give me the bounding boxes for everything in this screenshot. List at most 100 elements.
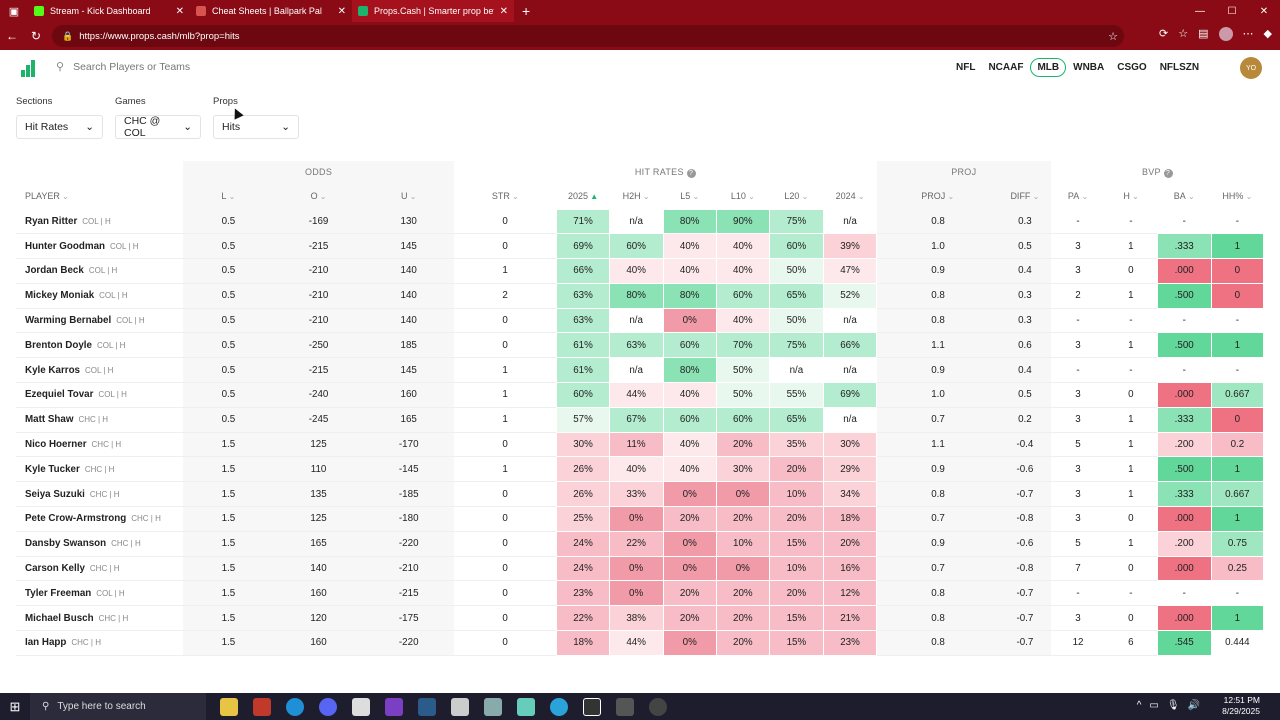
close-tab-icon[interactable]: ✕	[175, 5, 184, 17]
table-row[interactable]: Tyler Freeman COL | H 1.5 160 -215 0 23% 0% 20% 2…	[16, 580, 1265, 607]
sections-select[interactable]: Hit Rates ⌄	[16, 115, 103, 139]
column-header[interactable]: H ⌄	[1105, 183, 1157, 209]
extensions-icon[interactable]: ⟳	[1159, 28, 1169, 40]
info-icon[interactable]: ?	[1163, 168, 1173, 178]
player-name[interactable]: Seiya Suzuki	[25, 488, 85, 500]
player-name[interactable]: Mickey Moniak	[25, 290, 95, 302]
player-cell[interactable]: Kyle Tucker CHC | H	[16, 457, 183, 482]
profile-avatar[interactable]	[1218, 27, 1233, 41]
column-header[interactable]: PLAYER ⌄	[16, 183, 183, 209]
collections-icon[interactable]: ▤	[1198, 28, 1209, 40]
copilot-icon[interactable]: ◆	[1263, 28, 1272, 40]
browser-icon[interactable]	[550, 697, 568, 716]
player-name[interactable]: Matt Shaw	[25, 414, 74, 426]
player-name[interactable]: Hunter Goodman	[25, 240, 106, 252]
volume-icon[interactable]: 🔊	[1187, 700, 1200, 711]
league-tab-ncaaf[interactable]: NCAAF	[988, 62, 1024, 73]
table-row[interactable]: Ryan Ritter COL | H 0.5 -169 130 0 71% n/a 80% 90…	[16, 208, 1265, 235]
column-header[interactable]: L20 ⌄	[769, 183, 823, 209]
column-header[interactable]: L10 ⌄	[716, 183, 769, 209]
table-row[interactable]: Jordan Beck COL | H 0.5 -210 140 1 66% 40% 40% 40…	[16, 258, 1265, 284]
player-cell[interactable]: Jordan Beck COL | H	[16, 259, 183, 284]
browser-tab[interactable]: Props.Cash | Smarter prop bets. M ✕	[352, 0, 514, 22]
window-menu-icon[interactable]: ▣	[8, 5, 20, 18]
widgets-icon[interactable]	[220, 697, 238, 716]
player-cell[interactable]: Dansby Swanson CHC | H	[16, 531, 183, 556]
video-app-icon[interactable]	[385, 697, 403, 716]
taskbar-clock[interactable]: 12:51 PM 8/29/2025	[1222, 695, 1260, 717]
close-window-icon[interactable]: ✕	[1259, 5, 1269, 17]
league-tab-nfl[interactable]: NFL	[956, 62, 976, 73]
column-header[interactable]: BA ⌄	[1157, 183, 1211, 209]
table-row[interactable]: Warming Bernabel COL | H 0.5 -210 140 0 63% n/a…	[16, 307, 1265, 334]
table-row[interactable]: Mickey Moniak COL | H 0.5 -210 140 2 63% 80% 80%…	[16, 282, 1265, 309]
column-header[interactable]: 2025 ▲	[557, 183, 609, 209]
column-header[interactable]: STR ⌄	[454, 183, 557, 209]
table-row[interactable]: Dansby Swanson CHC | H 1.5 165 -220 0 24% 22% 0%…	[16, 530, 1265, 557]
player-name[interactable]: Ryan Ritter	[25, 215, 78, 227]
more-menu-icon[interactable]: ⋯	[1242, 28, 1254, 40]
table-row[interactable]: Seiya Suzuki CHC | H 1.5 135 -185 0 26% 33% 0% 0%…	[16, 481, 1265, 508]
player-cell[interactable]: Michael Busch CHC | H	[16, 606, 183, 631]
new-tab-button[interactable]: +	[522, 3, 531, 19]
close-tab-icon[interactable]: ✕	[499, 5, 508, 17]
player-name[interactable]: Brenton Doyle	[25, 339, 92, 351]
network-icon[interactable]: ▭	[1149, 700, 1159, 711]
file-icon[interactable]	[352, 697, 370, 716]
player-cell[interactable]: Seiya Suzuki CHC | H	[16, 482, 183, 507]
favorite-star-icon[interactable]: ☆	[1108, 30, 1118, 43]
player-cell[interactable]: Carson Kelly CHC | H	[16, 556, 183, 581]
column-header[interactable]: U ⌄	[363, 183, 454, 209]
column-header[interactable]: 2024 ⌄	[823, 183, 876, 209]
refresh-icon[interactable]: ↻	[30, 29, 42, 43]
table-row[interactable]: Brenton Doyle COL | H 0.5 -250 185 0 61% 63% 60%…	[16, 332, 1265, 359]
folder-icon[interactable]	[616, 697, 634, 716]
taskbar-search-input[interactable]: Type here to search	[57, 701, 146, 712]
props-select[interactable]: Hits ⌄	[213, 115, 299, 139]
column-header[interactable]: PROJ ⌄	[876, 183, 999, 209]
player-cell[interactable]: Tyler Freeman COL | H	[16, 581, 183, 606]
player-cell[interactable]: Ian Happ CHC | H	[16, 631, 183, 656]
player-cell[interactable]: Ryan Ritter COL | H	[16, 209, 183, 234]
player-name[interactable]: Ian Happ	[25, 637, 67, 649]
steam-icon[interactable]	[418, 697, 436, 716]
table-row[interactable]: Carson Kelly CHC | H 1.5 140 -210 0 24% 0% 0% 0% 1…	[16, 555, 1265, 582]
league-tab-wnba[interactable]: WNBA	[1073, 62, 1105, 73]
player-name[interactable]: Nico Hoerner	[25, 439, 87, 451]
taskbar-search[interactable]: ⚲ Type here to search	[30, 693, 206, 720]
player-cell[interactable]: Warming Bernabel COL | H	[16, 308, 183, 333]
player-cell[interactable]: Brenton Doyle COL | H	[16, 333, 183, 358]
player-cell[interactable]: Pete Crow-Armstrong CHC | H	[16, 507, 183, 532]
table-row[interactable]: Kyle Karros COL | H 0.5 -215 145 1 61% n/a 80% 50…	[16, 357, 1265, 384]
games-select[interactable]: CHC @ COL ⌄	[115, 115, 201, 139]
explorer-icon[interactable]	[484, 697, 502, 716]
column-header[interactable]: H2H ⌄	[609, 183, 663, 209]
player-name[interactable]: Pete Crow-Armstrong	[25, 513, 127, 525]
player-name[interactable]: Jordan Beck	[25, 265, 84, 277]
league-tab-csgo[interactable]: CSGO	[1117, 62, 1147, 73]
settings-gear-icon[interactable]	[649, 697, 667, 716]
column-header[interactable]: DIFF ⌄	[998, 183, 1051, 209]
windows-start-icon[interactable]: ⊞	[9, 698, 21, 714]
app-icon[interactable]	[253, 697, 271, 716]
player-cell[interactable]: Nico Hoerner CHC | H	[16, 432, 183, 457]
table-row[interactable]: Nico Hoerner CHC | H 1.5 125 -170 0 30% 11% 40% 2…	[16, 431, 1265, 458]
league-tab-nflszn[interactable]: NFLSZN	[1159, 62, 1200, 73]
browser-tab[interactable]: Stream - Kick Dashboard ✕	[28, 0, 190, 22]
discord-icon[interactable]	[319, 697, 337, 716]
player-name[interactable]: Tyler Freeman	[25, 587, 92, 599]
player-search[interactable]: ⚲ Search Players or Teams	[56, 60, 191, 74]
player-name[interactable]: Dansby Swanson	[25, 538, 107, 550]
player-cell[interactable]: Mickey Moniak COL | H	[16, 283, 183, 308]
player-name[interactable]: Carson Kelly	[25, 563, 85, 575]
player-cell[interactable]: Matt Shaw CHC | H	[16, 407, 183, 432]
maximize-icon[interactable]: ☐	[1227, 5, 1237, 17]
column-header[interactable]: O ⌄	[273, 183, 364, 209]
user-avatar[interactable]: YO	[1240, 57, 1262, 79]
favorites-icon[interactable]: ☆	[1178, 28, 1189, 40]
table-row[interactable]: Michael Busch CHC | H 1.5 120 -175 0 22% 38% 20%…	[16, 605, 1265, 632]
search-input[interactable]: Search Players or Teams	[73, 60, 191, 73]
player-name[interactable]: Ezequiel Tovar	[25, 389, 94, 401]
browser-tab[interactable]: Cheat Sheets | Ballpark Pal ✕	[190, 0, 352, 22]
props-cash-logo[interactable]	[21, 59, 39, 77]
